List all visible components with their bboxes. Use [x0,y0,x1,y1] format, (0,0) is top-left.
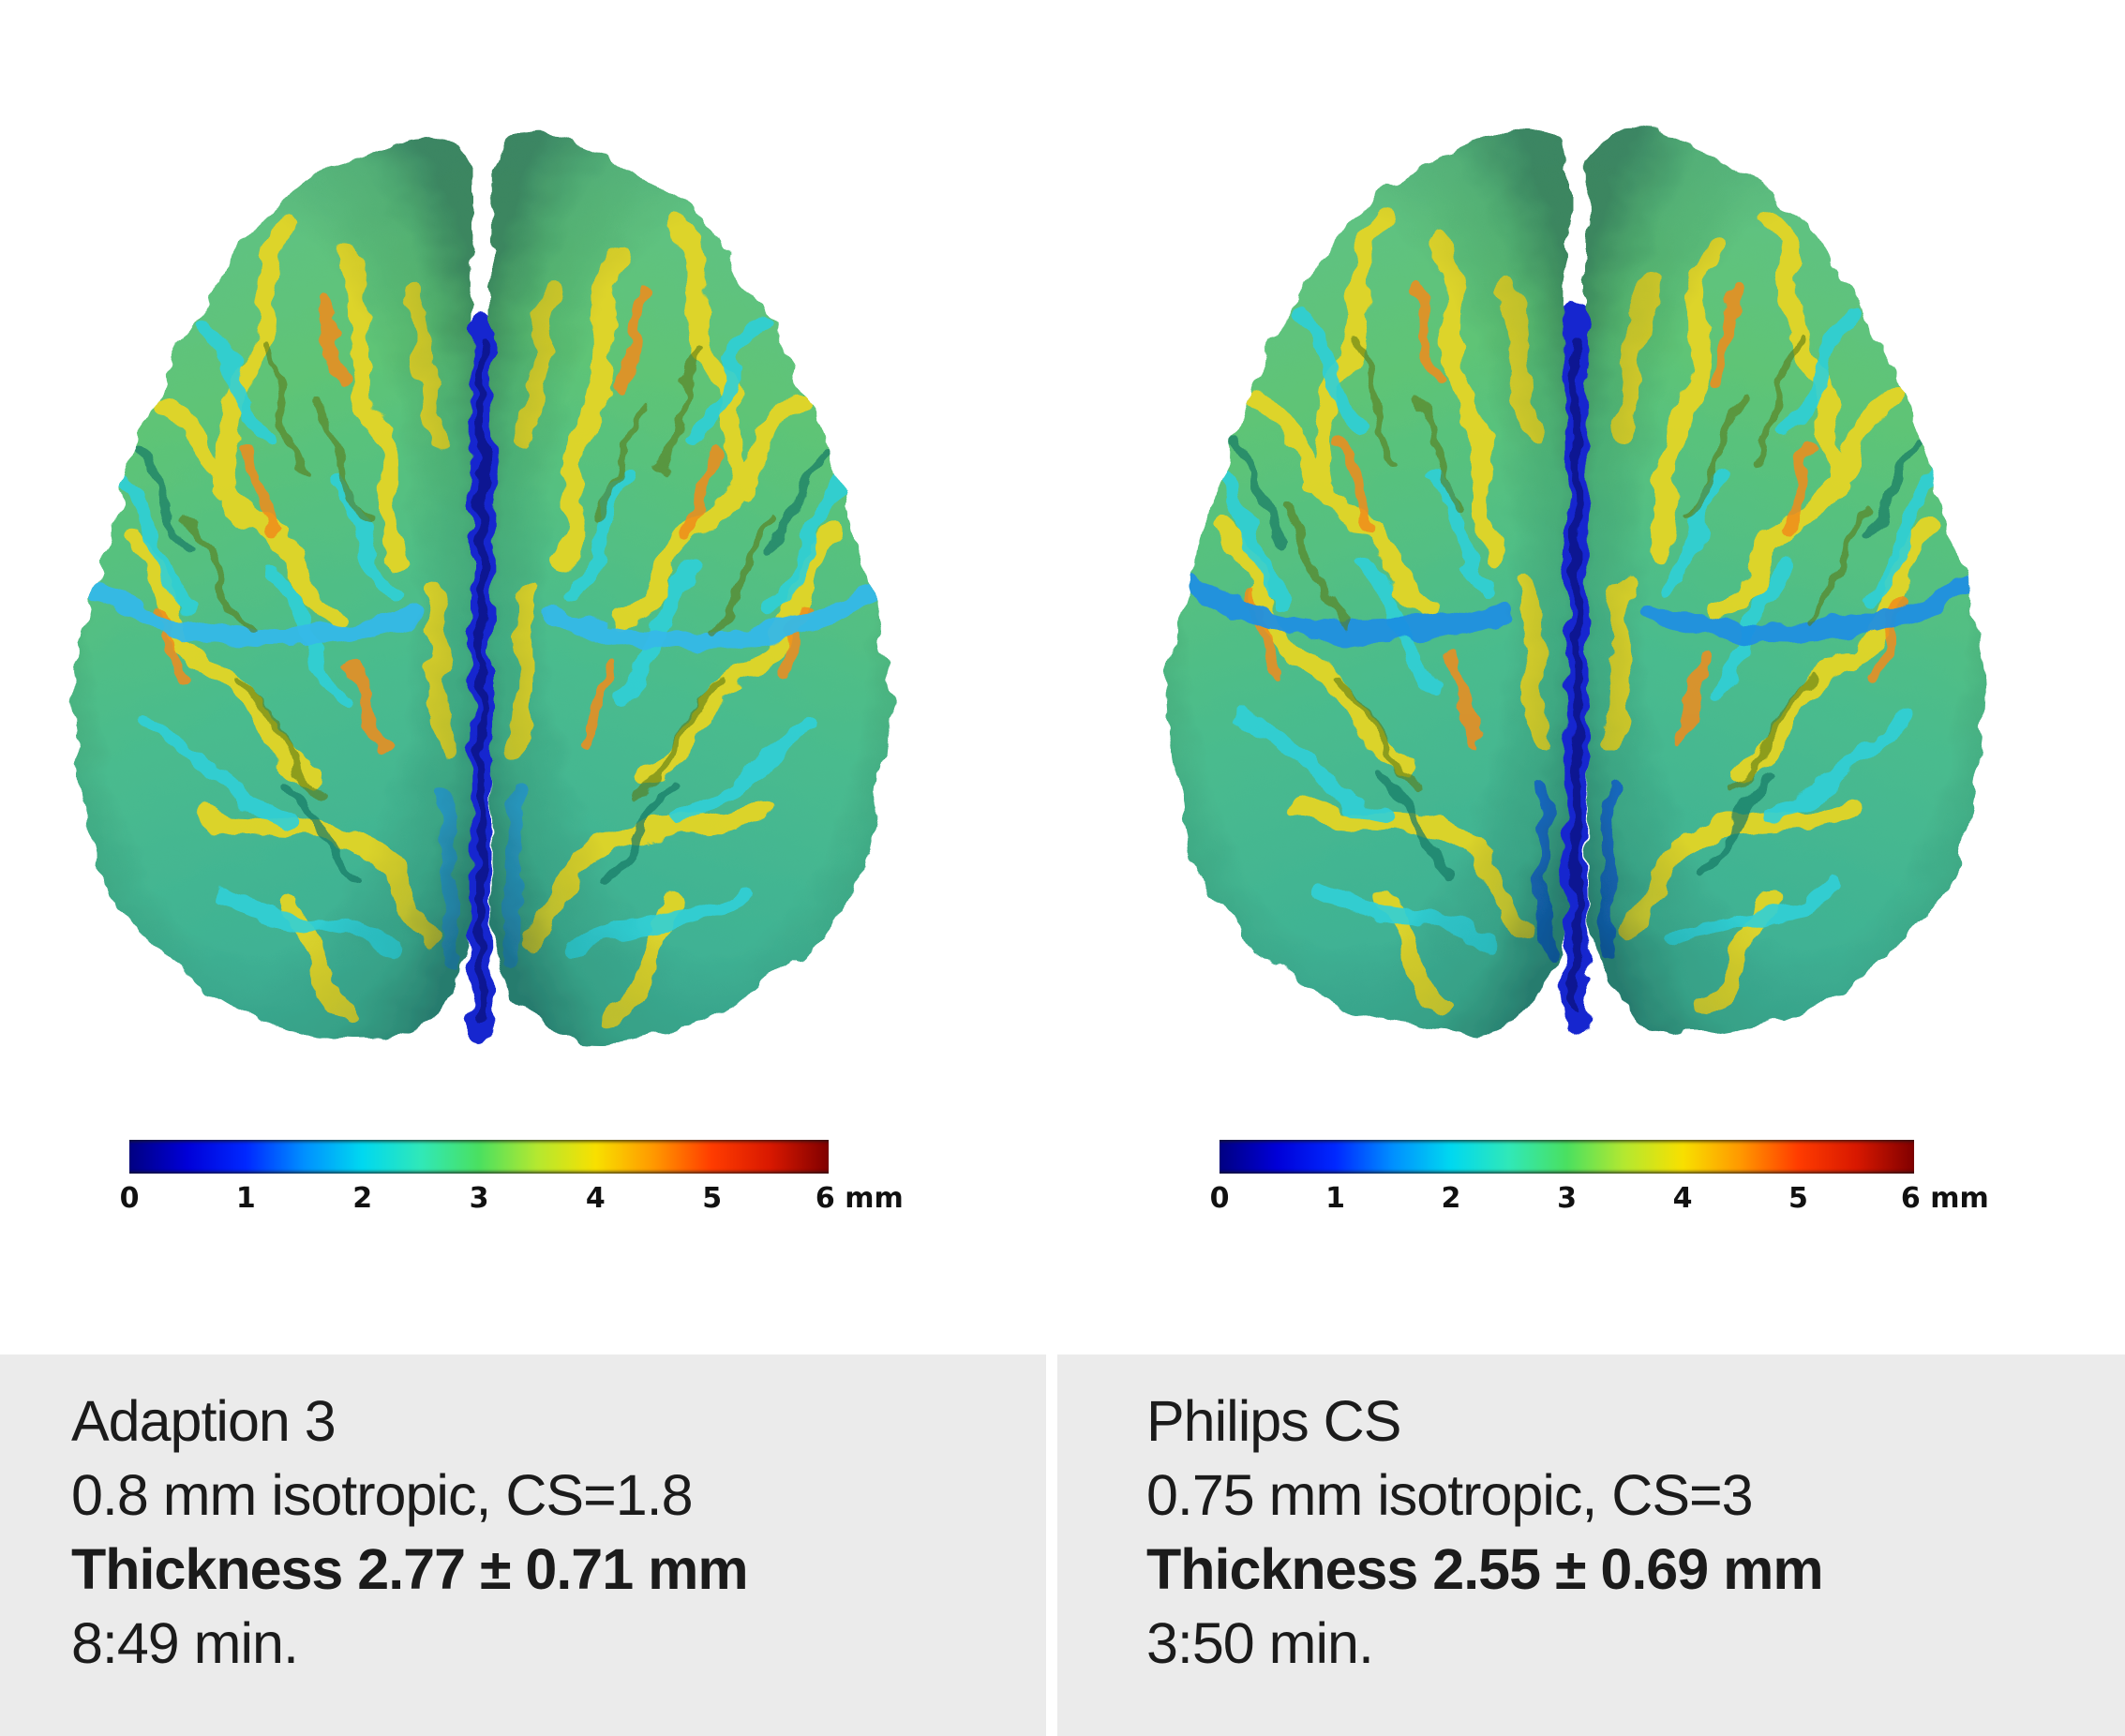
scan-time-line: 3:50 min. [1146,1611,1374,1675]
tick-label: 2 [352,1182,373,1215]
brain-render-philips-cs [1104,7,2034,1076]
tick-label-max: 6 mm [1900,1182,1989,1215]
brain-render-adaption3 [9,14,939,1083]
tick-label: 1 [1325,1182,1345,1215]
colorbar-right-jet [1220,1140,1914,1174]
tick-label: 3 [469,1182,489,1215]
method-name: Philips CS [1146,1389,1401,1453]
caption-panel-adaption3: Adaption 3 0.8 mm isotropic, CS=1.8 Thic… [0,1354,1046,1736]
tick-label: 4 [1672,1182,1693,1215]
tick-label: 3 [1557,1182,1577,1215]
tick-label: 0 [1209,1182,1230,1215]
tick-label: 1 [235,1182,256,1215]
tick-label: 5 [702,1182,723,1215]
colorbar-left-jet [129,1140,829,1174]
brain-surface [1167,126,1986,1035]
method-name: Adaption 3 [71,1389,337,1453]
tick-label: 5 [1788,1182,1808,1215]
resolution-line: 0.8 mm isotropic, CS=1.8 [71,1463,694,1527]
thickness-line: Thickness 2.55 ± 0.69 mm [1146,1537,1824,1601]
colorbar-right-ticks: 0 1 2 3 4 5 6 mm [1210,1182,1989,1221]
caption-panel-philips-cs: Philips CS 0.75 mm isotropic, CS=3 Thick… [1057,1354,2125,1736]
resolution-line: 0.75 mm isotropic, CS=3 [1146,1463,1754,1527]
colorbar-left-ticks: 0 1 2 3 4 5 6 mm [120,1182,904,1221]
tick-label: 0 [119,1182,140,1215]
thickness-line: Thickness 2.77 ± 0.71 mm [71,1537,749,1601]
tick-label: 2 [1441,1182,1461,1215]
scan-time-line: 8:49 min. [71,1611,299,1675]
tick-label: 4 [585,1182,606,1215]
brain-surface [72,132,891,1041]
tick-label-max: 6 mm [815,1182,904,1215]
